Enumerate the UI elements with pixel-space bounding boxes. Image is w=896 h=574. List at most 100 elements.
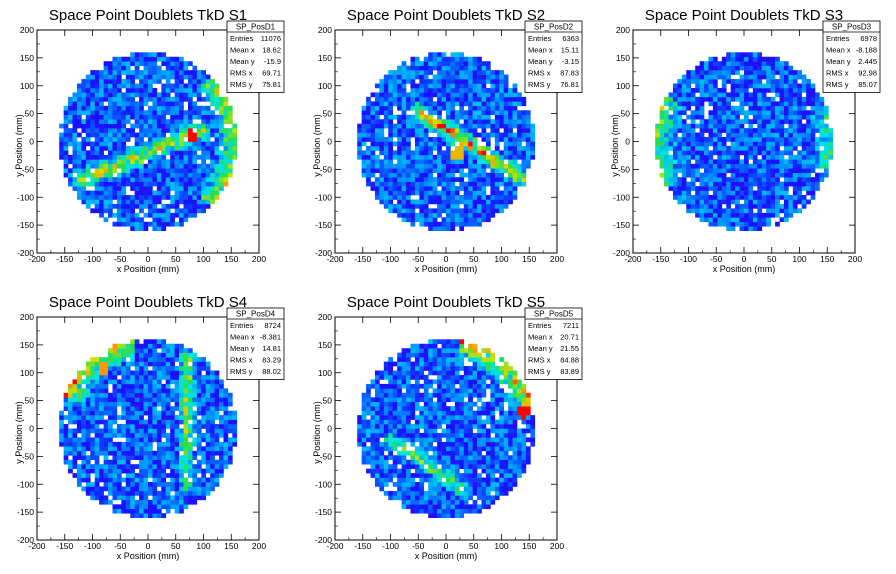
heatmap-cell <box>735 83 740 89</box>
heatmap-cell <box>112 61 118 66</box>
heatmap-cell <box>468 208 473 214</box>
heatmap-cell <box>112 383 118 389</box>
heatmap-cell <box>130 79 135 84</box>
heatmap-cell <box>112 508 118 514</box>
heatmap-cell <box>721 199 727 205</box>
heatmap-cell <box>450 114 456 120</box>
heatmap-cell <box>219 96 224 102</box>
heatmap-cell <box>103 92 109 98</box>
heatmap-cell <box>721 65 727 71</box>
heatmap-cell <box>94 132 100 138</box>
heatmap-cell <box>196 437 202 443</box>
heatmap-cell <box>72 388 78 394</box>
heatmap-cell <box>397 203 402 209</box>
heatmap-cell <box>428 145 433 151</box>
heatmap-cell <box>76 101 82 107</box>
heatmap-cell <box>76 87 82 93</box>
heatmap-cell <box>379 119 385 124</box>
heatmap-cell <box>414 92 420 98</box>
heatmap-cell <box>148 357 153 362</box>
heatmap-cell <box>690 195 696 200</box>
heatmap-cell <box>179 141 184 147</box>
heatmap-cell <box>121 195 127 200</box>
heatmap-cell <box>130 437 135 443</box>
heatmap-cell <box>103 477 109 483</box>
heatmap-cell <box>757 52 763 58</box>
heatmap-cell <box>161 388 167 394</box>
heatmap-cell <box>112 397 118 403</box>
heatmap-cells <box>655 52 834 231</box>
heatmap-cell <box>419 203 425 209</box>
heatmap-cell <box>468 159 473 165</box>
heatmap-cell <box>446 212 451 218</box>
heatmap-cell <box>170 361 175 367</box>
heatmap-cell <box>712 168 718 174</box>
heatmap-cell <box>392 163 398 169</box>
heatmap-cell <box>370 159 376 165</box>
heatmap-cell <box>783 110 789 116</box>
heatmap-cell <box>121 79 127 84</box>
heatmap-cell <box>99 401 104 407</box>
x-tick-label: -50 <box>710 254 723 264</box>
heatmap-cell <box>437 92 442 98</box>
heatmap-cell <box>379 137 385 142</box>
heatmap-cell <box>210 477 215 483</box>
heatmap-cell <box>677 83 683 89</box>
heatmap-cell <box>85 473 91 478</box>
heatmap-cell <box>139 199 144 205</box>
heatmap-cell <box>454 159 460 165</box>
heatmap-cell <box>704 141 709 147</box>
heatmap-cell <box>143 374 149 380</box>
heatmap-cell <box>508 145 513 151</box>
heatmap-cell <box>686 101 692 107</box>
heatmap-cell <box>446 226 451 231</box>
heatmap-cell <box>401 92 407 98</box>
heatmap-cell <box>192 212 198 218</box>
heatmap-cell <box>704 168 709 174</box>
heatmap-cell <box>174 61 180 66</box>
heatmap-cell <box>410 114 416 120</box>
heatmap-cell <box>183 195 189 200</box>
heatmap-cell <box>174 110 180 116</box>
heatmap-cell <box>468 168 473 174</box>
heatmap-cell <box>752 74 758 80</box>
heatmap-cell <box>463 137 469 142</box>
heatmap-cell <box>423 145 429 151</box>
heatmap-cell <box>397 145 402 151</box>
heatmap-cell <box>152 428 158 434</box>
heatmap-cell <box>770 186 776 191</box>
heatmap-cell <box>187 486 193 492</box>
heatmap-cell <box>148 383 153 389</box>
heatmap-cell <box>704 92 709 98</box>
heatmap-cell <box>428 65 433 71</box>
heatmap-cell <box>761 128 767 133</box>
heatmap-cell <box>810 128 816 133</box>
heatmap-cell <box>139 154 144 160</box>
heatmap-cell <box>361 114 367 120</box>
heatmap-cell <box>752 101 758 107</box>
heatmap-cell <box>477 154 482 160</box>
heatmap-cell <box>712 190 718 196</box>
heatmap-cell <box>690 114 696 120</box>
heatmap-cell <box>428 56 433 62</box>
heatmap-cell <box>90 482 96 487</box>
heatmap-cell <box>108 379 113 385</box>
heatmap-cell <box>806 159 811 165</box>
heatmap-cell <box>130 92 135 98</box>
heatmap-cell <box>672 181 678 187</box>
heatmap-cell <box>454 101 460 107</box>
heatmap-cell <box>187 401 193 407</box>
heatmap-cell <box>779 123 785 129</box>
heatmap-cell <box>143 52 149 58</box>
heatmap-cell <box>463 217 469 223</box>
heatmap-cell <box>165 357 171 362</box>
heatmap-cell <box>485 114 491 120</box>
heatmap-cell <box>752 65 758 71</box>
chart-svg: Space Point Doublets TkD S4-200 -150 -100-… <box>14 294 285 561</box>
heatmap-cell <box>477 163 482 169</box>
heatmap-cell <box>125 464 131 469</box>
heatmap-cell <box>108 441 113 447</box>
heatmap-cell <box>735 181 740 187</box>
heatmap-cell <box>192 114 198 120</box>
heatmap-cell <box>116 74 122 80</box>
